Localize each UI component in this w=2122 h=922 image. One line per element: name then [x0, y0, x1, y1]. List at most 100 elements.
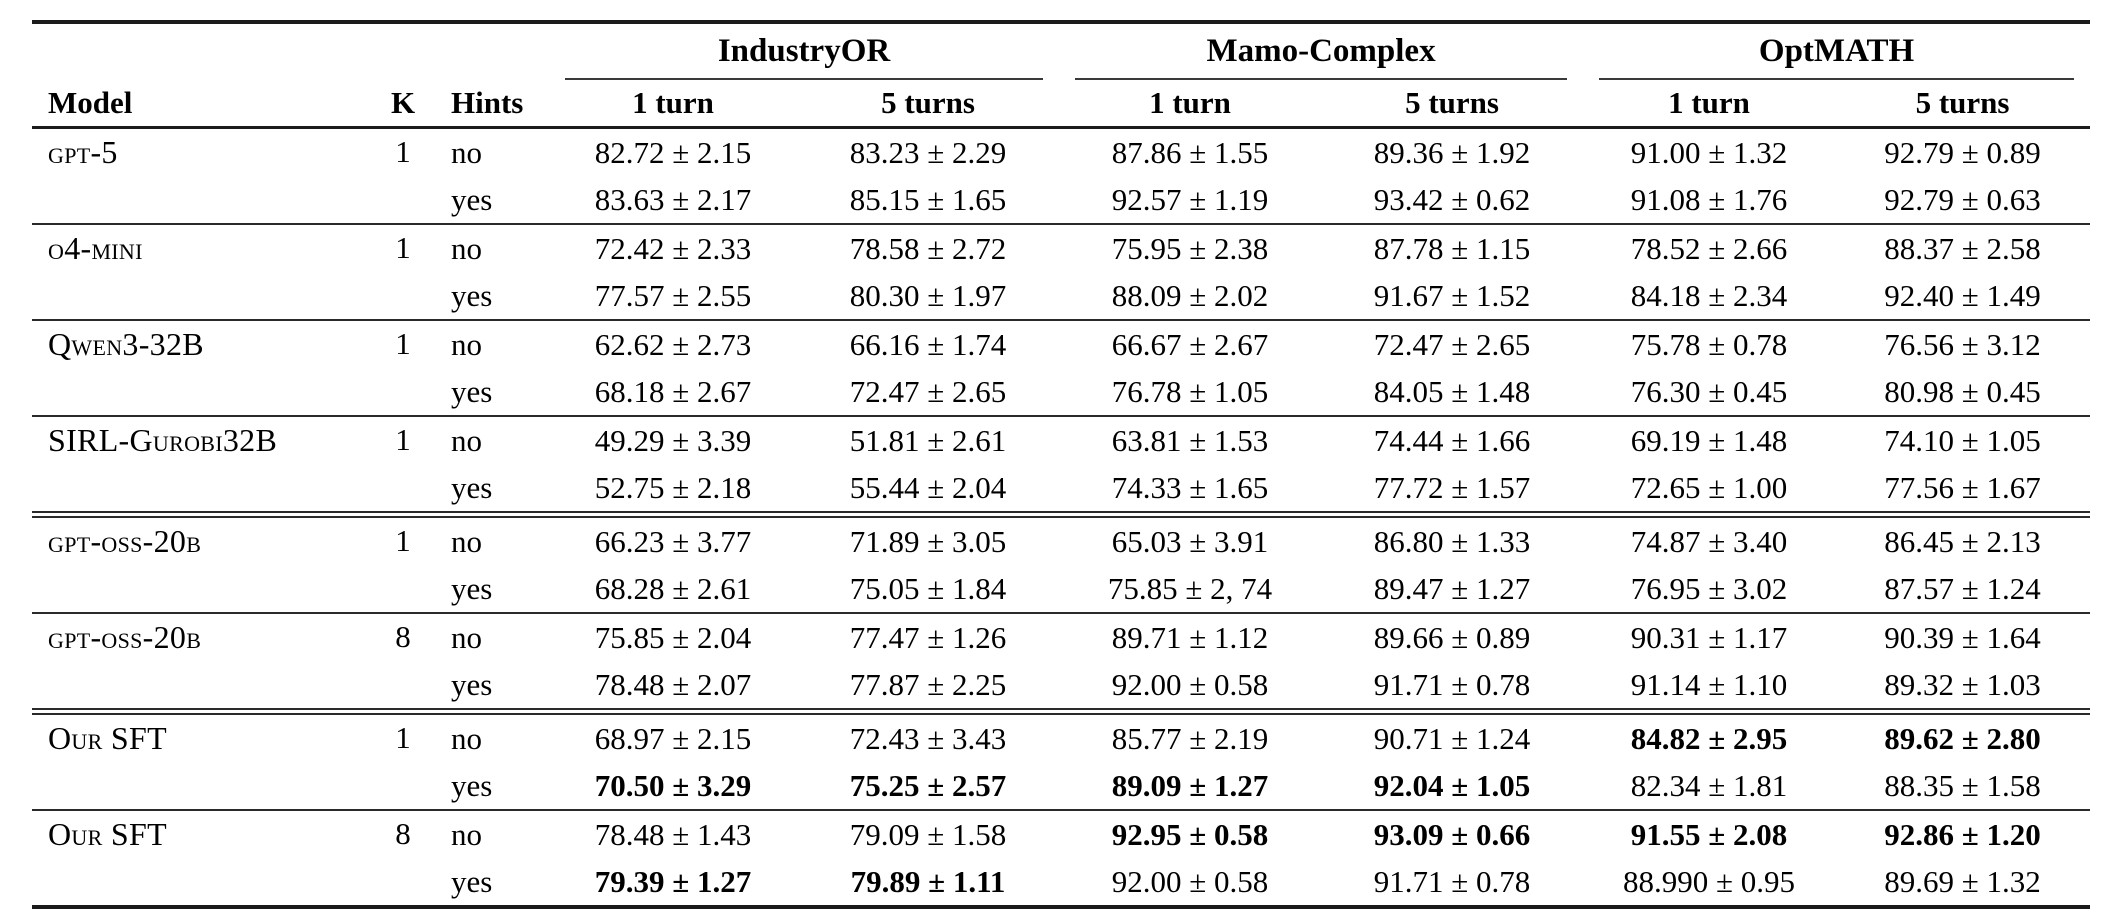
- score-cell: 78.48 ± 2.07: [594, 666, 752, 702]
- score-cell: 91.00 ± 1.32: [1630, 134, 1788, 170]
- data-row: SIRL-Gurobi32B 1 no 49.29 ± 3.39 51.81 ± 2.6…: [32, 415, 2091, 515]
- score-cell: 93.09 ± 0.66: [1321, 809, 1584, 858]
- score-cell: 75.85 ± 2, 74: [1107, 570, 1273, 606]
- score-cell: 70.50 ± 3.29: [594, 767, 752, 803]
- k-value: 1: [395, 134, 411, 169]
- score-cell: 89.66 ± 0.89: [1321, 612, 1584, 661]
- score-cell: 74.10 ± 1.05: [1835, 415, 2091, 464]
- hints-value: yes: [451, 469, 493, 505]
- k-value: 8: [377, 809, 429, 907]
- score-cell: 92.04 ± 1.05: [1373, 767, 1531, 803]
- score-cell: 72.42 ± 2.33: [549, 223, 797, 272]
- data-row: Qwen3-32B 1 no 62.62 ± 2.73 66.16 ± 1.74 66.6…: [32, 319, 2091, 416]
- score-cell: 92.95 ± 0.58: [1059, 809, 1322, 858]
- score-cell: 66.16 ± 1.74: [797, 319, 1060, 368]
- score-cell: 87.57 ± 1.24: [1884, 570, 2041, 606]
- hints-value: no: [429, 415, 549, 464]
- score-cell: 88.37 ± 2.58: [1835, 223, 2091, 272]
- column-header-hints: Hints: [451, 85, 524, 120]
- score-cell: 55.44 ± 2.04: [849, 469, 1007, 505]
- score-cell: 92.57 ± 1.19: [1111, 181, 1269, 217]
- score-cell: 76.95 ± 3.02: [1630, 570, 1788, 606]
- data-row: gpt-5 1 no 82.72 ± 2.15 83.23 ± 2.29 87.86 ± …: [32, 128, 2090, 177]
- column-header-mamo-1turn: 1 turn: [1149, 85, 1231, 120]
- score-cell: 72.47 ± 2.65: [849, 373, 1007, 409]
- results-table: IndustryOR Mamo-Complex OptMATH Model K …: [32, 20, 2091, 909]
- score-cell: 75.25 ± 2.57: [849, 767, 1007, 803]
- score-cell: 84.82 ± 2.95: [1583, 708, 1836, 762]
- score-cell: 93.42 ± 0.62: [1373, 181, 1531, 217]
- hints-value: yes: [451, 373, 493, 409]
- k-value: 1: [377, 708, 429, 810]
- data-row: yes 83.63 ± 2.17 85.15 ± 1.65 92.57 ± 1.19 9…: [32, 176, 2090, 224]
- score-cell: 88.35 ± 1.58: [1884, 767, 2041, 803]
- score-cell: 89.32 ± 1.03: [1884, 666, 2041, 702]
- score-cell: 82.34 ± 1.81: [1630, 767, 1788, 803]
- score-cell: 91.71 ± 0.78: [1373, 863, 1531, 899]
- score-cell: 75.85 ± 2.04: [549, 612, 797, 661]
- score-cell: 88.990 ± 0.95: [1623, 863, 1796, 899]
- score-cell: 92.40 ± 1.49: [1884, 277, 2041, 313]
- data-row: yes 70.50 ± 3.29 75.25 ± 2.57 89.09 ± 1.27 9…: [32, 762, 2090, 810]
- column-header-row: Model K Hints 1 turn 5 turns 1 turn 5 tu…: [32, 80, 2090, 128]
- k-value: 1: [377, 511, 429, 613]
- score-cell: 79.89 ± 1.11: [850, 863, 1006, 899]
- score-cell: 83.23 ± 2.29: [849, 134, 1007, 170]
- hints-value: yes: [451, 570, 493, 606]
- score-cell: 89.71 ± 1.12: [1059, 612, 1322, 661]
- data-row: Our SFT 1 no 68.97 ± 2.15 72.43 ± 3.43 85.77 …: [32, 708, 2091, 810]
- hints-value: no: [429, 223, 549, 272]
- score-cell: 65.03 ± 3.91: [1059, 511, 1322, 565]
- model-name: gpt-5: [48, 134, 118, 170]
- score-cell: 63.81 ± 1.53: [1059, 415, 1322, 464]
- score-cell: 68.18 ± 2.67: [594, 373, 752, 409]
- hints-value: no: [429, 612, 549, 661]
- score-cell: 86.80 ± 1.33: [1321, 511, 1584, 565]
- score-cell: 91.08 ± 1.76: [1630, 181, 1788, 217]
- score-cell: 91.67 ± 1.52: [1373, 277, 1531, 313]
- data-row: gpt-oss-20b 8 no 75.85 ± 2.04 77.47 ± 1.26 89…: [32, 612, 2091, 712]
- score-cell: 75.78 ± 0.78: [1583, 319, 1836, 368]
- score-cell: 77.57 ± 2.55: [594, 277, 752, 313]
- score-cell: 78.48 ± 1.43: [549, 809, 797, 858]
- score-cell: 66.23 ± 3.77: [549, 511, 797, 565]
- score-cell: 79.09 ± 1.58: [797, 809, 1060, 858]
- score-cell: 85.15 ± 1.65: [849, 181, 1007, 217]
- group-header-spacer: [32, 22, 549, 80]
- group-label-optmath: OptMATH: [1599, 33, 2075, 80]
- table-body: gpt-5 1 no 82.72 ± 2.15 83.23 ± 2.29 87.86 ± …: [32, 128, 2091, 907]
- column-header-optmath-5turns: 5 turns: [1915, 85, 2010, 120]
- results-table-figure: IndustryOR Mamo-Complex OptMATH Model K …: [32, 20, 2091, 909]
- score-cell: 82.72 ± 2.15: [594, 134, 752, 170]
- k-value: 1: [377, 415, 429, 515]
- column-header-mamo-5turns: 5 turns: [1405, 85, 1499, 120]
- score-cell: 75.95 ± 2.38: [1059, 223, 1322, 272]
- score-cell: 92.00 ± 0.58: [1111, 666, 1269, 702]
- hints-value: yes: [451, 181, 493, 217]
- score-cell: 72.43 ± 3.43: [797, 708, 1060, 762]
- score-cell: 89.47 ± 1.27: [1373, 570, 1531, 606]
- score-cell: 80.98 ± 0.45: [1884, 373, 2041, 409]
- data-row: yes 52.75 ± 2.18 55.44 ± 2.04 74.33 ± 1.65 7…: [32, 464, 2090, 515]
- score-cell: 89.36 ± 1.92: [1373, 134, 1531, 170]
- model-name: gpt-oss-20b: [32, 511, 377, 613]
- score-cell: 77.56 ± 1.67: [1884, 469, 2041, 505]
- data-row: o4-mini 1 no 72.42 ± 2.33 78.58 ± 2.72 75.95 …: [32, 223, 2091, 320]
- model-name: SIRL-Gurobi32B: [32, 415, 377, 515]
- data-row: yes 79.39 ± 1.27 79.89 ± 1.11 92.00 ± 0.58 9…: [32, 858, 2090, 907]
- score-cell: 77.72 ± 1.57: [1373, 469, 1531, 505]
- model-name: Our SFT: [32, 708, 377, 810]
- score-cell: 52.75 ± 2.18: [594, 469, 752, 505]
- column-header-k: K: [390, 85, 416, 120]
- column-header-optmath-1turn: 1 turn: [1668, 85, 1750, 120]
- score-cell: 84.18 ± 2.34: [1630, 277, 1788, 313]
- group-header-mamo-complex: Mamo-Complex: [1059, 22, 1583, 80]
- hints-value: no: [429, 708, 549, 762]
- score-cell: 78.58 ± 2.72: [797, 223, 1060, 272]
- score-cell: 84.05 ± 1.48: [1373, 373, 1531, 409]
- score-cell: 74.33 ± 1.65: [1111, 469, 1269, 505]
- score-cell: 74.87 ± 3.40: [1583, 511, 1836, 565]
- model-name: Our SFT: [32, 809, 377, 907]
- hints-value: yes: [451, 863, 493, 899]
- column-header-industryor-1turn: 1 turn: [632, 85, 714, 120]
